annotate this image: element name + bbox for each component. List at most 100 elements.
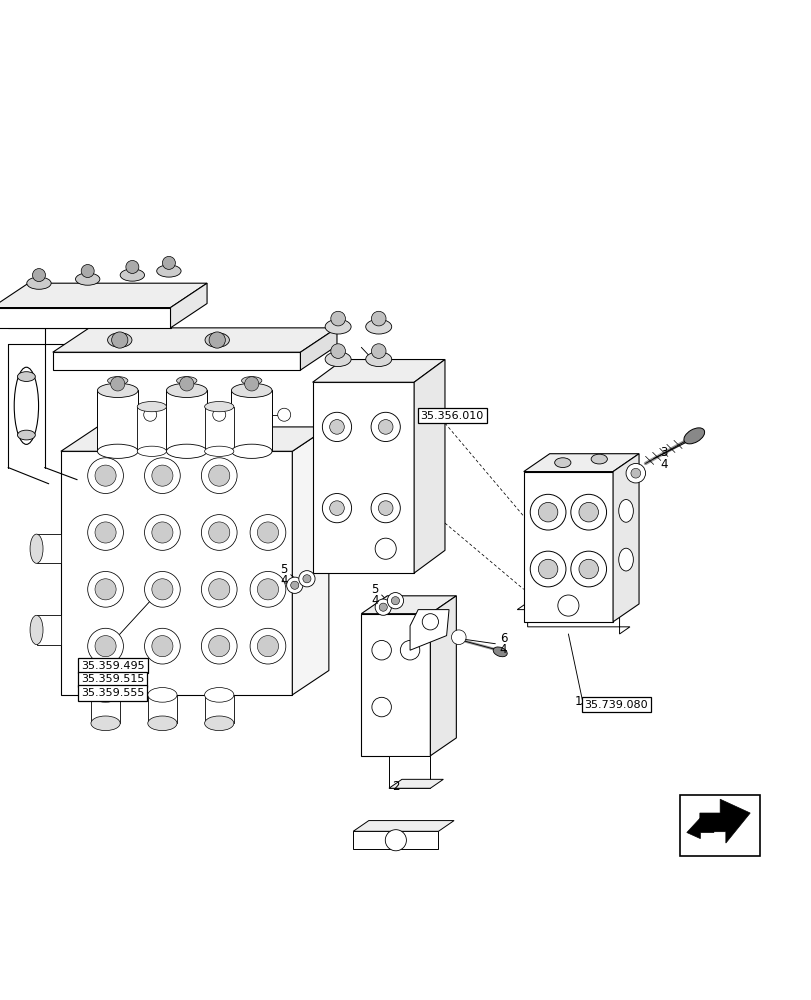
Polygon shape [137, 407, 166, 451]
Ellipse shape [324, 319, 350, 334]
Circle shape [201, 571, 237, 607]
Polygon shape [91, 695, 120, 723]
Polygon shape [353, 821, 453, 831]
Circle shape [257, 522, 278, 543]
Circle shape [384, 830, 406, 851]
Polygon shape [61, 451, 292, 695]
Polygon shape [0, 308, 170, 328]
Circle shape [212, 408, 225, 421]
Circle shape [250, 571, 285, 607]
Ellipse shape [30, 615, 43, 645]
Bar [680, 795, 759, 856]
Circle shape [88, 628, 123, 664]
Polygon shape [148, 695, 177, 723]
Circle shape [578, 559, 598, 579]
Circle shape [244, 377, 259, 391]
Ellipse shape [107, 377, 128, 385]
Polygon shape [361, 596, 456, 614]
Circle shape [570, 551, 606, 587]
Ellipse shape [204, 688, 234, 702]
Circle shape [201, 628, 237, 664]
Circle shape [95, 522, 116, 543]
Text: 35.739.080: 35.739.080 [584, 700, 647, 710]
Ellipse shape [204, 716, 234, 731]
Circle shape [152, 579, 173, 600]
Text: 6: 6 [499, 632, 507, 645]
Ellipse shape [618, 500, 633, 522]
Polygon shape [312, 382, 414, 573]
Circle shape [371, 494, 400, 523]
Circle shape [371, 311, 385, 326]
Polygon shape [53, 328, 337, 352]
Ellipse shape [91, 716, 120, 731]
Circle shape [144, 458, 180, 494]
Circle shape [257, 579, 278, 600]
Text: 2: 2 [392, 780, 400, 793]
Circle shape [303, 575, 311, 583]
Circle shape [110, 377, 125, 391]
Polygon shape [361, 614, 430, 756]
Polygon shape [523, 454, 638, 472]
Circle shape [95, 465, 116, 486]
Circle shape [378, 501, 393, 515]
Circle shape [286, 577, 303, 593]
Circle shape [81, 265, 94, 278]
Circle shape [144, 515, 180, 550]
Circle shape [330, 344, 345, 358]
Ellipse shape [204, 446, 234, 456]
Polygon shape [388, 756, 430, 788]
Circle shape [375, 599, 391, 615]
Circle shape [371, 412, 400, 442]
Circle shape [371, 344, 385, 358]
Ellipse shape [683, 428, 704, 444]
Ellipse shape [137, 446, 166, 456]
Circle shape [152, 522, 173, 543]
Circle shape [250, 515, 285, 550]
Circle shape [208, 636, 230, 657]
Circle shape [201, 458, 237, 494]
Circle shape [330, 311, 345, 326]
Ellipse shape [324, 352, 350, 367]
Polygon shape [204, 407, 234, 451]
Circle shape [387, 593, 403, 609]
Circle shape [290, 581, 298, 589]
Circle shape [630, 468, 640, 478]
Circle shape [538, 502, 557, 522]
Circle shape [208, 465, 230, 486]
Circle shape [208, 332, 225, 348]
Circle shape [322, 412, 351, 442]
Text: 4: 4 [659, 458, 667, 471]
Circle shape [322, 494, 351, 523]
Polygon shape [612, 454, 638, 622]
Circle shape [152, 636, 173, 657]
Ellipse shape [492, 647, 507, 657]
Circle shape [400, 640, 419, 660]
Ellipse shape [17, 430, 35, 440]
Circle shape [277, 408, 290, 421]
Ellipse shape [204, 333, 230, 347]
Polygon shape [61, 427, 328, 451]
Circle shape [111, 332, 127, 348]
Circle shape [208, 522, 230, 543]
Circle shape [257, 636, 278, 657]
Ellipse shape [27, 277, 51, 289]
Ellipse shape [30, 534, 43, 563]
Circle shape [451, 630, 466, 645]
Text: 35.359.555: 35.359.555 [81, 688, 144, 698]
Circle shape [126, 260, 139, 273]
Text: 1: 1 [573, 695, 581, 708]
Polygon shape [36, 615, 61, 645]
Polygon shape [300, 328, 337, 370]
Text: 35.359.495: 35.359.495 [81, 661, 144, 671]
Polygon shape [292, 427, 328, 695]
Circle shape [144, 408, 157, 421]
Circle shape [371, 640, 391, 660]
Circle shape [578, 502, 598, 522]
Circle shape [144, 628, 180, 664]
Circle shape [329, 501, 344, 515]
Polygon shape [97, 390, 138, 451]
Ellipse shape [590, 454, 607, 464]
Ellipse shape [14, 367, 38, 444]
Ellipse shape [91, 688, 120, 702]
Ellipse shape [75, 273, 100, 285]
